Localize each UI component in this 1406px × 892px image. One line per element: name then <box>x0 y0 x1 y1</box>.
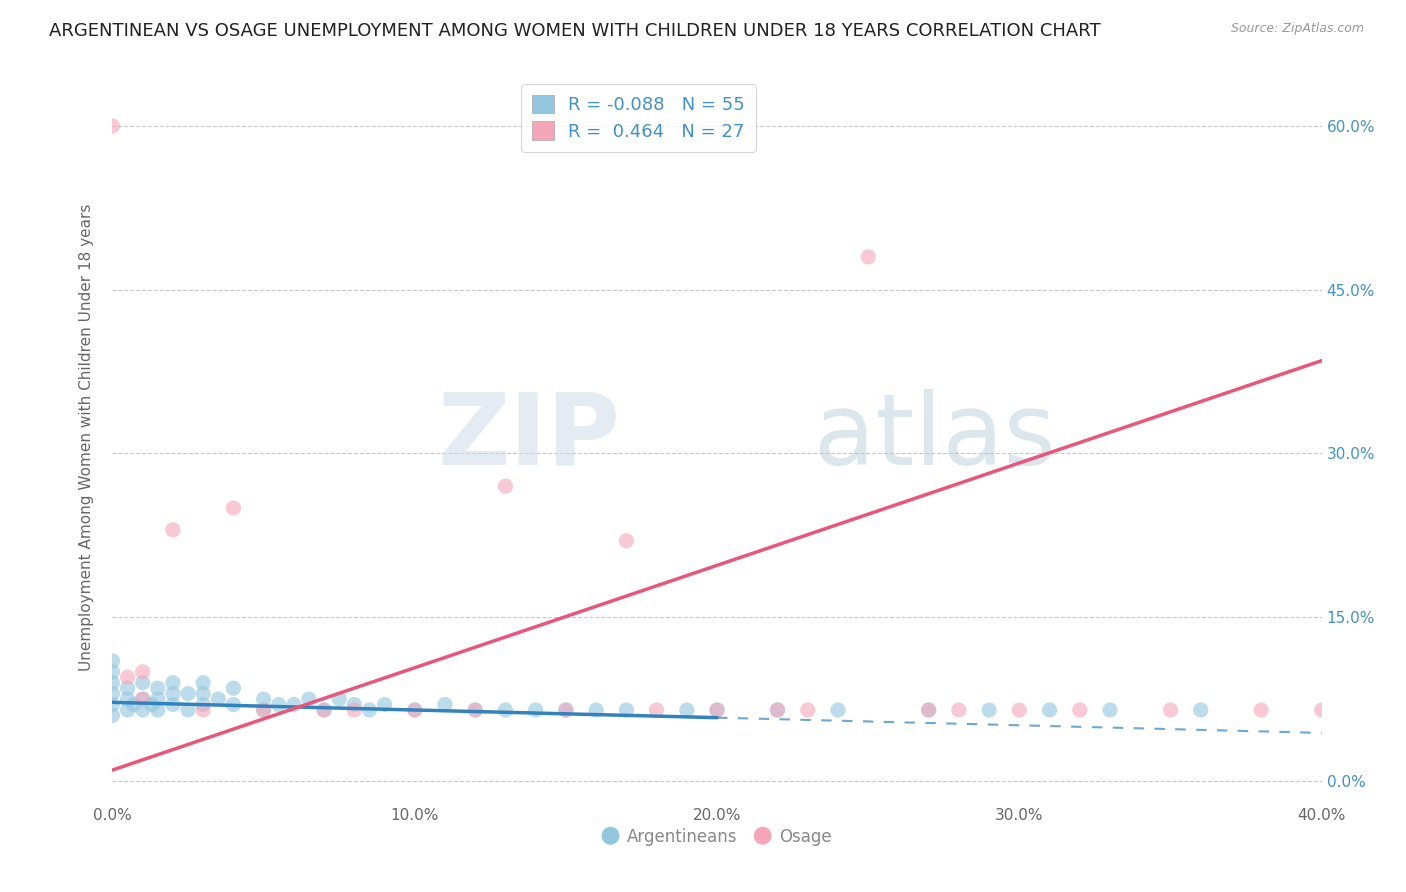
Point <box>162 675 184 690</box>
Point <box>146 692 169 706</box>
Point <box>495 479 517 493</box>
Point <box>101 675 124 690</box>
Point <box>796 703 818 717</box>
Point <box>827 703 849 717</box>
Point <box>117 681 139 695</box>
Point <box>101 665 124 679</box>
Point <box>343 703 366 717</box>
Point <box>132 703 155 717</box>
Point <box>675 703 697 717</box>
Point <box>222 698 245 712</box>
Point <box>1250 703 1272 717</box>
Point <box>328 692 350 706</box>
Point <box>253 692 276 706</box>
Point <box>554 703 576 717</box>
Point <box>253 703 276 717</box>
Point <box>117 670 139 684</box>
Text: ARGENTINEAN VS OSAGE UNEMPLOYMENT AMONG WOMEN WITH CHILDREN UNDER 18 YEARS CORRE: ARGENTINEAN VS OSAGE UNEMPLOYMENT AMONG … <box>49 22 1101 40</box>
Point <box>856 250 880 264</box>
Point <box>977 703 1000 717</box>
Point <box>191 687 214 701</box>
Point <box>117 692 139 706</box>
Point <box>191 703 214 717</box>
Point <box>101 119 124 133</box>
Point <box>1008 703 1031 717</box>
Point <box>162 523 184 537</box>
Point <box>948 703 970 717</box>
Point <box>101 687 124 701</box>
Point <box>146 703 169 717</box>
Point <box>122 698 145 712</box>
Point <box>101 654 124 668</box>
Point <box>359 703 381 717</box>
Point <box>495 703 517 717</box>
Point <box>645 703 668 717</box>
Text: atlas: atlas <box>814 389 1056 485</box>
Point <box>177 687 200 701</box>
Point <box>616 533 638 548</box>
Point <box>146 681 169 695</box>
Point <box>404 703 426 717</box>
Point <box>464 703 486 717</box>
Text: Source: ZipAtlas.com: Source: ZipAtlas.com <box>1230 22 1364 36</box>
Point <box>191 698 214 712</box>
Point <box>132 675 155 690</box>
Point <box>177 703 200 717</box>
Point <box>314 703 336 717</box>
Point <box>1038 703 1062 717</box>
Point <box>343 698 366 712</box>
Point <box>141 698 163 712</box>
Text: ZIP: ZIP <box>437 389 620 485</box>
Point <box>162 687 184 701</box>
Point <box>524 703 547 717</box>
Point <box>267 698 290 712</box>
Point <box>374 698 396 712</box>
Point <box>1098 703 1121 717</box>
Point <box>132 692 155 706</box>
Point <box>585 703 607 717</box>
Point <box>464 703 486 717</box>
Point <box>766 703 789 717</box>
Point <box>918 703 941 717</box>
Point <box>314 703 336 717</box>
Point <box>222 681 245 695</box>
Legend: R = -0.088   N = 55, R =  0.464   N = 27: R = -0.088 N = 55, R = 0.464 N = 27 <box>522 84 756 152</box>
Point <box>298 692 321 706</box>
Point <box>1159 703 1181 717</box>
Y-axis label: Unemployment Among Women with Children Under 18 years: Unemployment Among Women with Children U… <box>79 203 94 671</box>
Point <box>404 703 426 717</box>
Point <box>132 665 155 679</box>
Point <box>706 703 728 717</box>
Point <box>207 692 229 706</box>
Point <box>616 703 638 717</box>
Point <box>1069 703 1091 717</box>
Point <box>253 703 276 717</box>
Point <box>706 703 728 717</box>
Point <box>433 698 456 712</box>
Point <box>918 703 941 717</box>
Point <box>1189 703 1212 717</box>
Point <box>132 692 155 706</box>
Point <box>101 708 124 723</box>
Point <box>222 501 245 516</box>
Point <box>101 698 124 712</box>
Point <box>117 703 139 717</box>
Point <box>554 703 576 717</box>
Point <box>766 703 789 717</box>
Point <box>283 698 305 712</box>
Point <box>191 675 214 690</box>
Point <box>162 698 184 712</box>
Point <box>1310 703 1333 717</box>
